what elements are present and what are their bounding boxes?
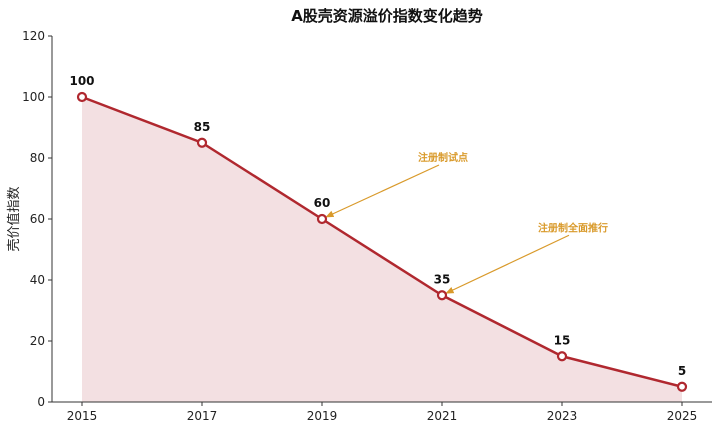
data-label: 35 <box>434 272 451 286</box>
data-point <box>196 137 208 148</box>
y-tick-label: 0 <box>37 395 45 409</box>
data-point <box>316 213 328 225</box>
data-point <box>76 91 88 103</box>
data-labels: 100 85 60 35 15 5 <box>69 74 686 378</box>
annotation-label: 注册制试点 <box>418 151 468 164</box>
data-label: 85 <box>194 120 211 134</box>
x-tick-label: 2021 <box>427 409 458 423</box>
y-tick-label: 120 <box>22 29 45 43</box>
x-tick-label: 2017 <box>187 409 218 423</box>
y-tick-label: 40 <box>30 273 45 287</box>
y-tick-label: 20 <box>30 334 45 348</box>
data-label: 15 <box>554 333 571 347</box>
x-tick-label: 2015 <box>67 409 98 423</box>
y-tick-label: 100 <box>22 90 45 104</box>
data-point <box>676 381 688 392</box>
y-axis-label: 壳价值指数 <box>6 186 22 251</box>
annotation-arrow <box>445 234 570 294</box>
annotation-label: 注册制全面推行 <box>538 221 608 234</box>
x-tick-label: 2019 <box>307 409 338 423</box>
y-tick-label: 60 <box>30 212 45 226</box>
y-tick-label: 80 <box>30 151 45 165</box>
line-layer <box>76 91 688 392</box>
x-tick-label: 2023 <box>547 409 578 423</box>
x-tick-label: 2025 <box>667 409 698 423</box>
area-fill <box>82 97 682 402</box>
data-point <box>556 351 568 362</box>
axes: 0 20 40 60 80 100 120 2015 2017 2019 2021 2023 2025 <box>22 29 712 423</box>
annotation-arrow <box>325 164 440 218</box>
data-label: 60 <box>314 196 331 210</box>
chart-title: A股壳资源溢价指数变化趋势 <box>291 7 483 25</box>
data-point <box>436 290 448 301</box>
area-layer <box>82 97 682 402</box>
data-label: 5 <box>678 364 686 378</box>
series-line <box>81 95 683 388</box>
data-label: 100 <box>69 74 94 88</box>
